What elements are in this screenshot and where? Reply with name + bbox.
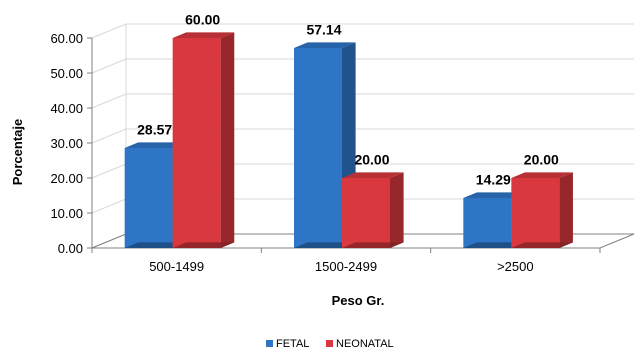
bar-base: [511, 242, 573, 248]
bar-front: [342, 178, 390, 248]
data-label: 20.00: [354, 151, 389, 167]
gridline-depth: [91, 163, 127, 179]
bar-base: [463, 242, 525, 248]
bar-top: [511, 172, 573, 178]
gridline-depth: [91, 58, 127, 74]
bar-base: [124, 242, 187, 248]
bar-base: [294, 242, 356, 248]
legend-swatch-neonatal: [326, 340, 333, 347]
y-tick-label: 30.00: [50, 136, 83, 151]
legend: FETAL NEONATAL: [266, 338, 394, 350]
gridline-depth: [91, 23, 127, 39]
gridline-depth: [91, 198, 127, 214]
axes: 0.00 10.00 20.00 30.00 40.00 50.00 60.00 500-14…: [50, 24, 635, 274]
bars: [124, 32, 573, 249]
bar-side: [390, 172, 404, 248]
legend-swatch-fetal: [266, 340, 273, 347]
legend-label-fetal: FETAL: [276, 338, 309, 350]
x-axis-title: Peso Gr.: [332, 293, 385, 308]
data-label: 57.14: [306, 21, 341, 37]
bar-neonatal: [172, 32, 235, 249]
bar-neonatal: [342, 172, 404, 248]
bar-front: [172, 38, 221, 248]
bar-top: [294, 42, 356, 49]
bar-top: [463, 192, 525, 198]
bar-side: [220, 32, 235, 249]
data-label: 14.29: [476, 171, 511, 187]
bar-front: [511, 178, 560, 248]
bar-top: [342, 172, 404, 178]
data-label: 28.57: [137, 121, 172, 137]
x-tick-label: 500-1499: [149, 259, 204, 274]
gridline-depth: [91, 93, 127, 109]
data-label: 60.00: [185, 11, 220, 27]
y-axis-title: Porcentaje: [10, 119, 25, 185]
bar-side: [559, 172, 573, 248]
legend-label-neonatal: NEONATAL: [336, 338, 394, 350]
y-tick-label: 0.00: [58, 241, 83, 256]
bar-front: [124, 148, 173, 248]
bar-neonatal: [511, 172, 573, 248]
bar-top: [124, 142, 187, 149]
bar-base: [172, 242, 235, 248]
x-tick-label: >2500: [497, 259, 534, 274]
bar-base: [342, 242, 404, 248]
gridline-depth: [91, 128, 127, 144]
bar-top: [172, 32, 235, 38]
data-label: 20.00: [524, 151, 559, 167]
bar-front: [294, 48, 342, 249]
y-tick-label: 50.00: [50, 66, 83, 81]
y-tick-label: 40.00: [50, 101, 83, 116]
y-tick-label: 10.00: [50, 206, 83, 221]
x-tick-label: 1500-2499: [315, 259, 377, 274]
bar-front: [463, 197, 512, 248]
data-labels: 28.57 60.00 57.14 20.00 14.29 20.00: [137, 11, 559, 187]
y-tick-label: 60.00: [50, 31, 83, 46]
y-tick-label: 20.00: [50, 171, 83, 186]
